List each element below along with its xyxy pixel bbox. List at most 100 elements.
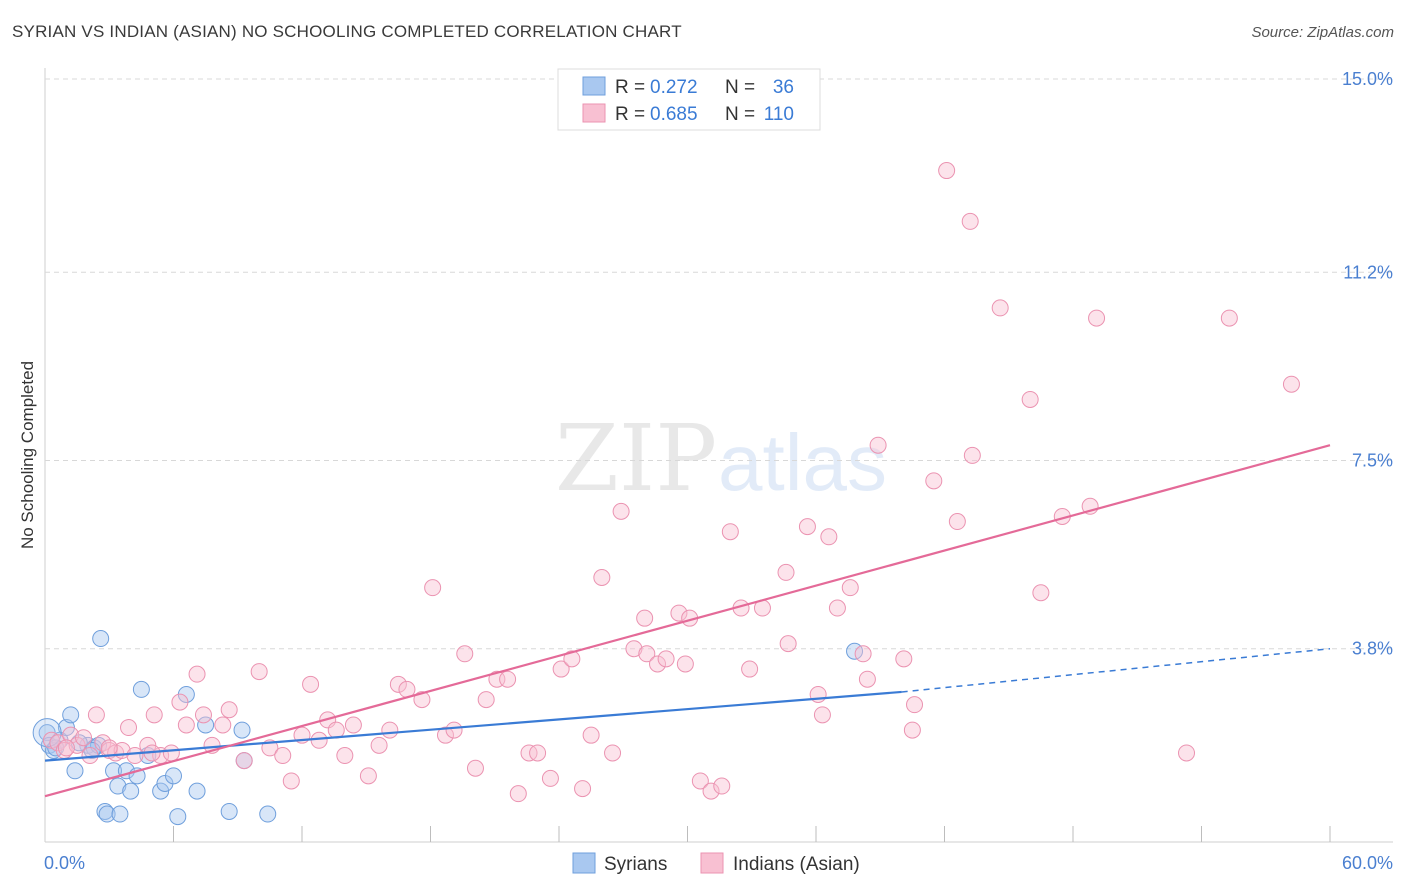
indian-point <box>145 706 163 724</box>
indian-point <box>381 721 399 739</box>
bottom-legend-label-indians: Indians (Asian) <box>733 854 860 875</box>
indian-point <box>906 696 924 714</box>
indian-point <box>741 660 759 678</box>
bottom-legend-label-syrians: Syrians <box>604 854 667 875</box>
indian-point <box>657 650 675 668</box>
syrian-point <box>109 777 127 795</box>
indian-point <box>214 716 232 734</box>
legend-r-label-indians: R = <box>615 104 645 125</box>
source-label: Source: ZipAtlas.com <box>1251 24 1394 41</box>
watermark: ZIP atlas <box>555 405 887 512</box>
bottom-legend-swatch-indians <box>700 852 724 874</box>
indian-point <box>302 675 320 693</box>
indian-point <box>841 579 859 597</box>
indian-point <box>574 780 592 798</box>
indian-point <box>820 528 838 546</box>
indian-point <box>798 518 816 536</box>
indian-point <box>359 767 377 785</box>
indian-point <box>676 655 694 673</box>
indian-point <box>250 663 268 681</box>
indian-points <box>42 162 1300 803</box>
y-tick-label: 3.8% <box>1352 639 1393 659</box>
indian-point <box>499 670 517 688</box>
trend-lines <box>44 444 1331 798</box>
indian-point <box>604 744 622 762</box>
indian-point <box>963 446 981 464</box>
indian-point <box>62 726 80 744</box>
indian-point <box>1032 584 1050 602</box>
y-tick-label: 11.2% <box>1343 262 1393 282</box>
syrian-point <box>197 716 215 734</box>
syrian-point <box>96 802 114 820</box>
indian-point <box>612 502 630 520</box>
indian-point <box>721 523 739 541</box>
top-legend: R = 0.272 N = 36 R = 0.685 N = 110 <box>557 68 821 131</box>
indian-point <box>456 645 474 663</box>
indian-point <box>713 777 731 795</box>
legend-r-label-syrians: R = <box>615 77 645 98</box>
indian-point <box>177 716 195 734</box>
indian-point <box>529 744 547 762</box>
indian-point <box>120 719 138 737</box>
indian-point <box>638 645 656 663</box>
legend-swatch-indians <box>582 103 606 123</box>
indian-point <box>691 772 709 790</box>
y-tick-label: 7.5% <box>1352 451 1393 471</box>
syrian-point <box>169 808 187 826</box>
indian-point <box>389 675 407 693</box>
syrian-point <box>98 805 116 823</box>
indian-point <box>327 721 345 739</box>
indian-point <box>1282 375 1300 393</box>
indian-point <box>100 739 118 757</box>
indian-point <box>235 752 253 770</box>
indian-point <box>813 706 831 724</box>
legend-r-value-syrians: 0.272 <box>650 77 698 98</box>
indian-point <box>1220 309 1238 327</box>
syrian-point <box>188 782 206 800</box>
indian-point <box>445 721 463 739</box>
indian-point <box>777 563 795 581</box>
indian-point <box>220 701 238 719</box>
indian-point <box>541 769 559 787</box>
y-axis-tick-labels: 3.8% 7.5% 11.2% 15.0% <box>1342 69 1393 659</box>
indian-point <box>670 604 688 622</box>
indian-point <box>895 650 913 668</box>
indian-point <box>582 726 600 744</box>
y-axis-label: No Schooling Completed <box>18 361 37 549</box>
indian-point <box>869 436 887 454</box>
x-tick-label-max: 60.0% <box>1342 853 1393 873</box>
indian-point <box>1088 309 1106 327</box>
indian-point <box>925 472 943 490</box>
indian-point <box>636 609 654 627</box>
legend-n-label-syrians: N = <box>725 77 755 98</box>
indian-point <box>424 579 442 597</box>
x-axis-ticks <box>173 826 1331 842</box>
indian-point <box>828 599 846 617</box>
bottom-legend: Syrians Indians (Asian) <box>572 852 860 875</box>
indian-point <box>75 729 93 747</box>
indian-point <box>903 721 921 739</box>
legend-r-value-indians: 0.685 <box>650 104 698 125</box>
legend-n-value-syrians: 36 <box>773 77 794 98</box>
syrian-point <box>122 782 140 800</box>
indian-point <box>344 716 362 734</box>
syrian-point <box>259 805 277 823</box>
indian-point <box>1021 390 1039 408</box>
indian-point <box>961 212 979 230</box>
indian-point <box>854 645 872 663</box>
indian-point <box>282 772 300 790</box>
syrian-trend-line <box>44 690 902 762</box>
x-tick-label-min: 0.0% <box>44 853 85 873</box>
chart-title: SYRIAN VS INDIAN (ASIAN) NO SCHOOLING CO… <box>12 22 682 41</box>
indian-point <box>948 513 966 531</box>
indian-point <box>477 691 495 709</box>
syrian-point <box>62 706 80 724</box>
syrian-trend-extension <box>901 647 1331 693</box>
syrian-point <box>132 680 150 698</box>
legend-n-label-indians: N = <box>725 104 755 125</box>
indian-point <box>625 640 643 658</box>
syrian-point <box>233 721 251 739</box>
indian-point <box>171 693 189 711</box>
syrian-point <box>66 762 84 780</box>
indian-point <box>126 747 144 765</box>
